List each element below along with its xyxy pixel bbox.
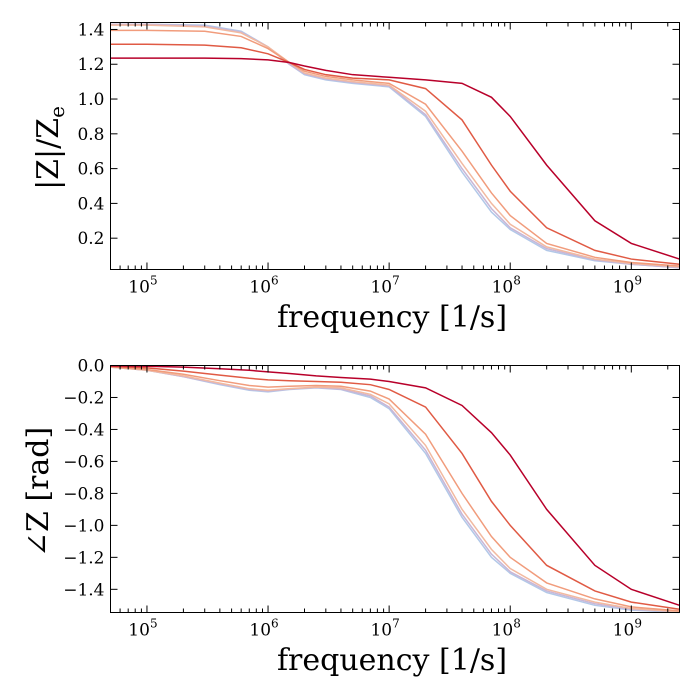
phase-y-tick-label-5: −0.8 [63,484,104,504]
phase-axes-frame [110,365,680,613]
phase-x-tick-label-exp: 5 [150,617,158,631]
phase-series-line-1 [110,366,680,614]
phase-x-tick-label-exp: 6 [271,617,279,631]
magnitude-y-label-base: |Z|/Z [31,118,66,190]
magnitude-series-line-4 [110,29,680,267]
phase-y-tick-label-7: −1.2 [63,548,104,568]
magnitude-x-tick-label-base: 10 [613,278,635,298]
phase-x-tick-label-3: 107 [370,617,399,641]
magnitude-y-tick-label-1: 0.2 [77,229,104,249]
phase-y-tick-label-8: −1.4 [63,580,104,600]
phase-y-tick-label-1: 0.0 [77,357,104,377]
phase-series-lines [110,365,680,614]
magnitude-axes-frame [110,22,680,270]
phase-x-tick-label-1: 105 [128,617,157,641]
magnitude-y-tick-label-2: 0.4 [77,194,104,214]
magnitude-x-tick-label-4: 108 [492,274,521,298]
panel-phase: 105 106 107 108 1090.0−0.2−0.4−0.6−0.8−1.0−1… [21,357,680,678]
magnitude-y-tick-label-6: 1.2 [77,55,104,75]
phase-x-tick-label-base: 10 [370,621,392,641]
phase-y-tick-label-4: −0.6 [63,452,104,472]
phase-x-tick-label-base: 10 [613,621,635,641]
magnitude-x-tick-label-3: 107 [370,274,399,298]
phase-x-tick-label-exp: 9 [634,617,642,631]
magnitude-series-lines [110,23,680,269]
phase-x-tick-label-base: 10 [128,621,150,641]
magnitude-y-tick-label-3: 0.6 [77,160,104,180]
magnitude-x-tick-label-2: 106 [249,274,278,298]
magnitude-series-line-2 [110,23,680,269]
magnitude-x-tick-label-base: 10 [370,278,392,298]
phase-x-tick-label-exp: 7 [392,617,400,631]
phase-x-axis-label: frequency [1/s] [277,643,507,678]
magnitude-series-line-1 [110,23,680,269]
phase-y-tick-label-2: −0.2 [63,388,104,408]
phase-x-tick-label-base: 10 [249,621,271,641]
magnitude-x-tick-label-exp: 8 [513,274,521,288]
magnitude-y-tick-label-4: 0.8 [77,125,104,145]
magnitude-x-tick-label-base: 10 [492,278,514,298]
phase-series-line-5 [110,365,680,611]
phase-series-line-4 [110,366,680,612]
magnitude-x-tick-label-1: 105 [128,274,157,298]
phase-series-line-2 [110,366,680,613]
phase-y-axis-label: ∠Z [rad] [21,427,56,557]
magnitude-x-tick-label-base: 10 [128,278,150,298]
magnitude-x-tick-label-exp: 6 [271,274,279,288]
phase-x-tick-label-4: 108 [492,617,521,641]
magnitude-series-line-3 [110,24,680,268]
magnitude-y-axis-label: |Z|/Ze [31,106,69,190]
magnitude-y-tick-label-7: 1.4 [77,20,104,40]
phase-series-line-3 [110,366,680,613]
magnitude-x-axis-label: frequency [1/s] [277,300,507,335]
phase-y-tick-label-3: −0.4 [63,420,104,440]
magnitude-x-tick-label-exp: 9 [634,274,642,288]
phase-x-tick-label-base: 10 [492,621,514,641]
magnitude-x-tick-label-exp: 5 [150,274,158,288]
magnitude-y-tick-label-5: 1.0 [77,90,104,110]
magnitude-series-line-5 [110,43,680,266]
magnitude-y-label-sub: e [45,106,69,118]
phase-y-tick-label-6: −1.0 [63,516,104,536]
magnitude-x-tick-label-base: 10 [249,278,271,298]
magnitude-x-tick-label-exp: 7 [392,274,400,288]
phase-series-line-6 [110,365,680,607]
phase-x-tick-label-5: 109 [613,617,642,641]
phase-axes-ticks: 105 106 107 108 1090.0−0.2−0.4−0.6−0.8−1.0−1… [63,357,680,641]
magnitude-series-line-6 [110,57,680,260]
magnitude-x-tick-label-5: 109 [613,274,642,298]
phase-x-tick-label-exp: 8 [513,617,521,631]
phase-x-tick-label-2: 106 [249,617,278,641]
